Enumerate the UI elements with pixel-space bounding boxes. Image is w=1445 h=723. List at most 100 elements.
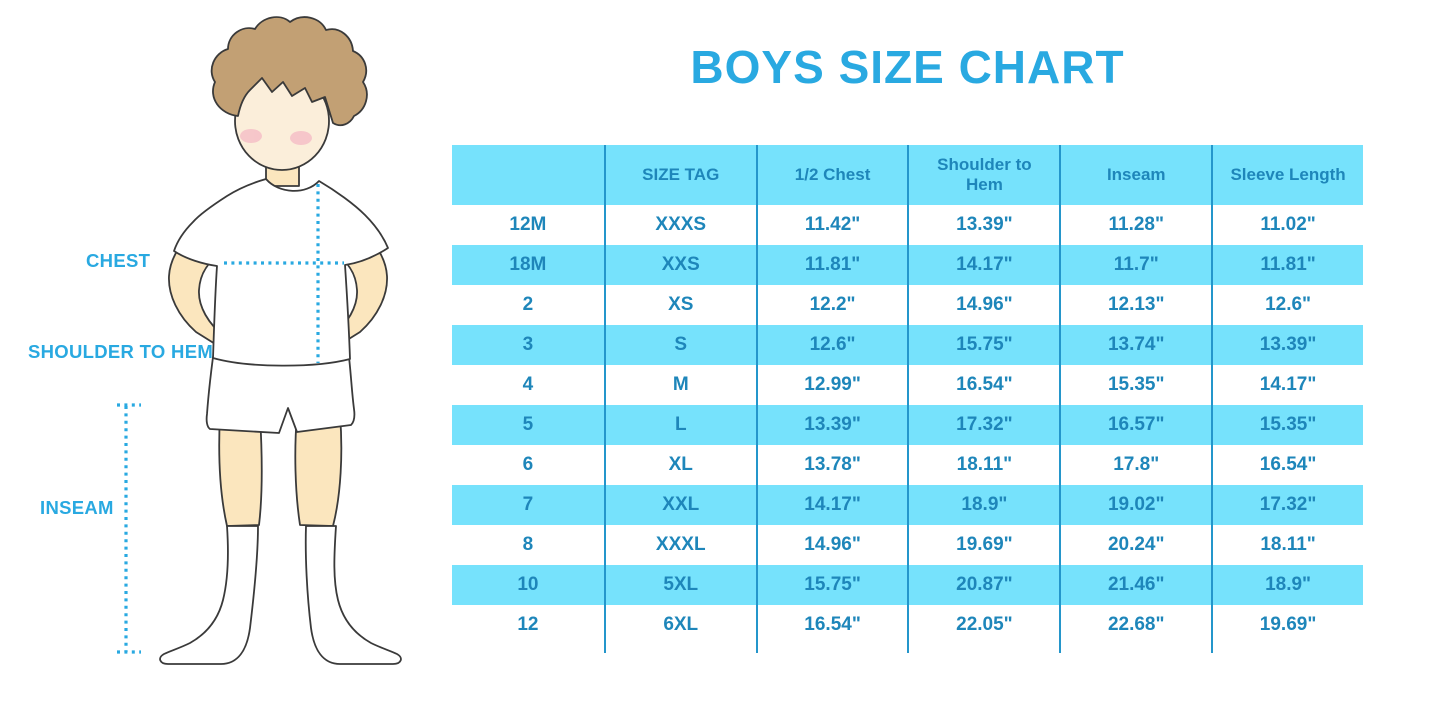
table-cell: 11.42" bbox=[755, 205, 908, 245]
header-cell bbox=[452, 145, 604, 205]
boy-figure-illustration bbox=[117, 16, 402, 665]
table-row: 2 XS 12.2" 14.96" 12.13" 12.6" bbox=[452, 285, 1363, 325]
table-cell: 16.54" bbox=[755, 605, 908, 645]
table-cell: 21.46" bbox=[1059, 565, 1211, 605]
table-cell: 11.7" bbox=[1059, 245, 1211, 285]
table-cell: 12.2" bbox=[755, 285, 908, 325]
table-cell: 20.24" bbox=[1059, 525, 1211, 565]
table-cell: 5XL bbox=[603, 565, 756, 605]
table-cell: 15.35" bbox=[1211, 405, 1363, 445]
table-cell: 6XL bbox=[603, 605, 756, 645]
table-cell: 14.96" bbox=[755, 525, 908, 565]
table-cell: 15.35" bbox=[1059, 365, 1211, 405]
table-cell: 16.57" bbox=[1059, 405, 1211, 445]
table-cell: XXS bbox=[603, 245, 756, 285]
table-cell: 18.9" bbox=[907, 485, 1059, 525]
table-cell: 13.39" bbox=[1211, 325, 1363, 365]
table-cell: 11.81" bbox=[755, 245, 908, 285]
size-cell: 12M bbox=[509, 214, 547, 235]
table-cell: 16.54" bbox=[1211, 445, 1363, 485]
header-cell: 1/2 Chest bbox=[755, 145, 908, 205]
table-row: 5 L 13.39" 17.32" 16.57" 15.35" bbox=[452, 405, 1363, 445]
size-table: SIZE TAG 1/2 Chest Shoulder to Hem Inseam Sl… bbox=[452, 145, 1363, 653]
table-cell: XXXL bbox=[603, 525, 756, 565]
table-cell: 12.13" bbox=[1059, 285, 1211, 325]
table-cell: 16.54" bbox=[907, 365, 1059, 405]
table-cell: 20.87" bbox=[907, 565, 1059, 605]
size-cell: 3 bbox=[522, 334, 534, 355]
boy-legs bbox=[218, 414, 343, 527]
table-cell: 11.02" bbox=[1211, 205, 1363, 245]
table-cell: 22.05" bbox=[907, 605, 1059, 645]
table-cell: 11.81" bbox=[1211, 245, 1363, 285]
table-cell: 12.6" bbox=[1211, 285, 1363, 325]
table-row: 18M XXS 11.81" 14.17" 11.7" 11.81" bbox=[452, 245, 1363, 285]
inseam-measure-line bbox=[117, 403, 141, 654]
table-cell: 14.96" bbox=[907, 285, 1059, 325]
table-row: 7 XXL 14.17" 18.9" 19.02" 17.32" bbox=[452, 485, 1363, 525]
table-cell: 17.32" bbox=[1211, 485, 1363, 525]
table-cell: 15.75" bbox=[907, 325, 1059, 365]
table-cell: 19.69" bbox=[1211, 605, 1363, 645]
table-cell: 13.39" bbox=[907, 205, 1059, 245]
table-body: 12M XXXS 11.42" 13.39" 11.28" 11.02" 18M XXS 11.… bbox=[452, 205, 1363, 645]
page-title: BOYS SIZE CHART bbox=[690, 41, 1125, 93]
shoulder-to-hem-label: SHOULDER TO HEM bbox=[28, 341, 214, 362]
table-cell: S bbox=[603, 325, 756, 365]
header-cell: Shoulder to Hem bbox=[907, 145, 1059, 205]
table-cell: 14.17" bbox=[1211, 365, 1363, 405]
size-cell: 4 bbox=[522, 374, 534, 395]
table-cell: 18.11" bbox=[907, 445, 1059, 485]
size-cell: 12 bbox=[517, 614, 539, 635]
table-cell: XL bbox=[603, 445, 756, 485]
table-cell: 11.28" bbox=[1059, 205, 1211, 245]
table-cell: 13.78" bbox=[755, 445, 908, 485]
table-cell: 14.17" bbox=[907, 245, 1059, 285]
boy-blush bbox=[240, 129, 312, 145]
boy-tshirt bbox=[173, 178, 389, 367]
size-cell: 5 bbox=[522, 414, 534, 435]
table-cell: 17.8" bbox=[1059, 445, 1211, 485]
table-separator-stubs bbox=[452, 645, 1363, 653]
table-cell: XXL bbox=[603, 485, 756, 525]
table-cell: 22.68" bbox=[1059, 605, 1211, 645]
boy-shorts bbox=[205, 356, 356, 434]
boy-hair bbox=[210, 16, 368, 127]
table-cell: 17.32" bbox=[907, 405, 1059, 445]
size-cell: 8 bbox=[522, 534, 534, 555]
size-cell: 18M bbox=[509, 254, 547, 275]
table-cell: 12.99" bbox=[755, 365, 908, 405]
size-cell: 6 bbox=[522, 454, 534, 475]
table-cell: XS bbox=[603, 285, 756, 325]
table-cell: 18.11" bbox=[1211, 525, 1363, 565]
table-row: 12 6XL 16.54" 22.05" 22.68" 19.69" bbox=[452, 605, 1363, 645]
table-cell: 12.6" bbox=[755, 325, 908, 365]
table-row: 4 M 12.99" 16.54" 15.35" 14.17" bbox=[452, 365, 1363, 405]
table-row: 8 XXXL 14.96" 19.69" 20.24" 18.11" bbox=[452, 525, 1363, 565]
header-cell: Sleeve Length bbox=[1211, 145, 1363, 205]
table-row: 3 S 12.6" 15.75" 13.74" 13.39" bbox=[452, 325, 1363, 365]
size-cell: 2 bbox=[522, 294, 534, 315]
table-cell: L bbox=[603, 405, 756, 445]
table-cell: 14.17" bbox=[755, 485, 908, 525]
table-cell: 18.9" bbox=[1211, 565, 1363, 605]
table-row: 6 XL 13.78" 18.11" 17.8" 16.54" bbox=[452, 445, 1363, 485]
header-cell: SIZE TAG bbox=[603, 145, 756, 205]
table-row: 10 5XL 15.75" 20.87" 21.46" 18.9" bbox=[452, 565, 1363, 605]
table-row: 12M XXXS 11.42" 13.39" 11.28" 11.02" bbox=[452, 205, 1363, 245]
table-cell: 19.02" bbox=[1059, 485, 1211, 525]
table-cell: 15.75" bbox=[755, 565, 908, 605]
header-cell: Inseam bbox=[1059, 145, 1211, 205]
table-cell: M bbox=[603, 365, 756, 405]
table-cell: XXXS bbox=[603, 205, 756, 245]
size-cell: 10 bbox=[517, 574, 539, 595]
boy-socks bbox=[159, 525, 402, 665]
chest-label: CHEST bbox=[86, 250, 151, 271]
table-cell: 19.69" bbox=[907, 525, 1059, 565]
size-cell: 7 bbox=[522, 494, 534, 515]
table-cell: 13.74" bbox=[1059, 325, 1211, 365]
table-header-row: SIZE TAG 1/2 Chest Shoulder to Hem Inseam Sl… bbox=[452, 145, 1363, 205]
table-cell: 13.39" bbox=[755, 405, 908, 445]
inseam-label: INSEAM bbox=[40, 497, 114, 518]
